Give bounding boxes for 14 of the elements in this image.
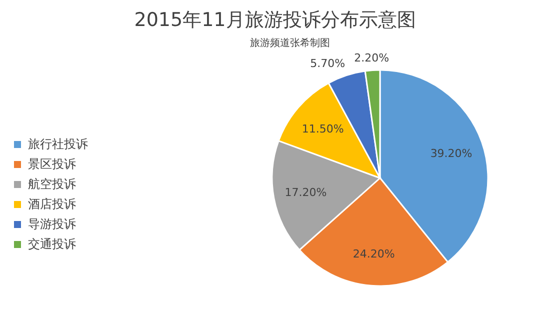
- legend-label: 酒店投诉: [28, 197, 76, 211]
- chart-title: 2015年11月旅游投诉分布示意图: [134, 9, 416, 31]
- legend-label: 景区投诉: [28, 157, 76, 171]
- chart-subtitle: 旅游频道张希制图: [250, 37, 330, 49]
- data-label: 2.20%: [354, 51, 390, 64]
- legend-label: 旅行社投诉: [28, 137, 88, 151]
- data-label: 24.20%: [352, 247, 395, 260]
- data-label: 39.20%: [430, 146, 472, 160]
- data-label: 11.50%: [302, 122, 344, 136]
- data-label: 5.70%: [310, 57, 346, 70]
- legend-label: 导游投诉: [28, 217, 76, 231]
- data-label: 17.20%: [284, 186, 327, 200]
- legend-label: 航空投诉: [28, 177, 76, 191]
- legend-label: 交通投诉: [28, 237, 76, 251]
